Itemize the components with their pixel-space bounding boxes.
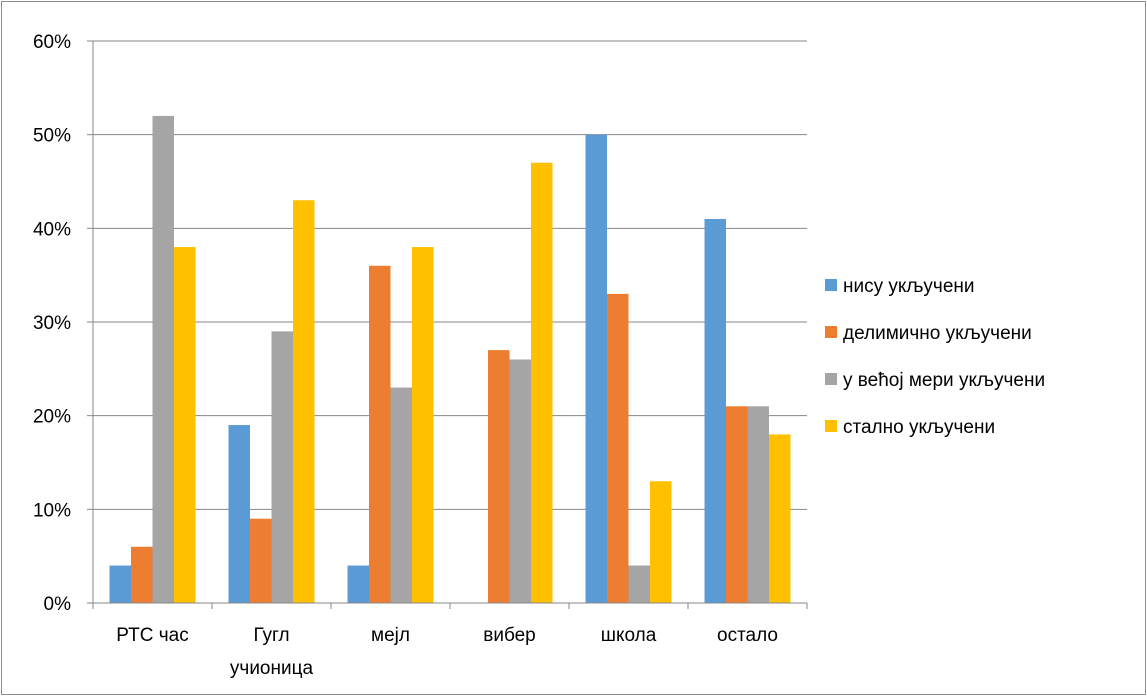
legend-label: у већој мери укључени: [843, 370, 1045, 391]
bar: [769, 434, 791, 603]
bar: [271, 331, 293, 603]
bar: [347, 565, 369, 603]
legend-swatch: [825, 420, 837, 432]
legend-label: делимично укључени: [843, 323, 1032, 344]
bar: [131, 546, 153, 603]
bar: [726, 406, 748, 603]
bar: [293, 200, 315, 603]
y-axis-tick-labels: 0% 10% 20% 30% 40% 50% 60%: [33, 32, 71, 615]
y-tick-label: 60%: [33, 32, 71, 53]
x-tick-label: Гугл: [253, 625, 289, 646]
y-tick-label: 50%: [33, 126, 71, 147]
bar: [650, 481, 672, 603]
bar: [250, 518, 272, 603]
axes: [87, 40, 808, 609]
x-tick-label: остало: [717, 625, 778, 646]
bar: [369, 265, 391, 603]
bar: [109, 565, 131, 603]
bar: [174, 247, 196, 604]
legend-label: нису укључени: [843, 276, 975, 297]
bar: [228, 425, 250, 603]
y-tick-label: 40%: [33, 219, 71, 240]
bar: [704, 218, 726, 603]
bar: [152, 115, 174, 603]
y-tick-label: 10%: [33, 500, 71, 521]
bar: [509, 359, 531, 603]
legend: нису укључени делимично укључени у већој м…: [825, 276, 1045, 438]
bar: [488, 350, 510, 603]
legend-label: стално укључени: [843, 417, 995, 438]
legend-swatch: [825, 373, 837, 385]
bars: [109, 115, 791, 604]
x-tick-label: вибер: [483, 625, 536, 646]
x-tick-label: РТС час: [116, 625, 188, 646]
x-tick-label: мејл: [371, 625, 410, 646]
x-tick-label: школа: [601, 625, 657, 646]
x-tick-label: учионица: [230, 658, 314, 679]
y-tick-label: 0%: [44, 594, 72, 615]
bar: [390, 387, 412, 603]
legend-swatch: [825, 279, 837, 291]
x-axis-tick-labels: РТС час Гугл учионица мејл вибер школа остало: [116, 625, 778, 679]
y-tick-label: 30%: [33, 313, 71, 334]
bar: [585, 134, 607, 603]
bar: [412, 247, 434, 604]
legend-swatch: [825, 326, 837, 338]
bar: [531, 162, 553, 603]
y-tick-label: 20%: [33, 407, 71, 428]
bar: [628, 565, 650, 603]
bar: [747, 406, 769, 603]
bar: [607, 293, 629, 603]
gridlines: [93, 40, 807, 510]
